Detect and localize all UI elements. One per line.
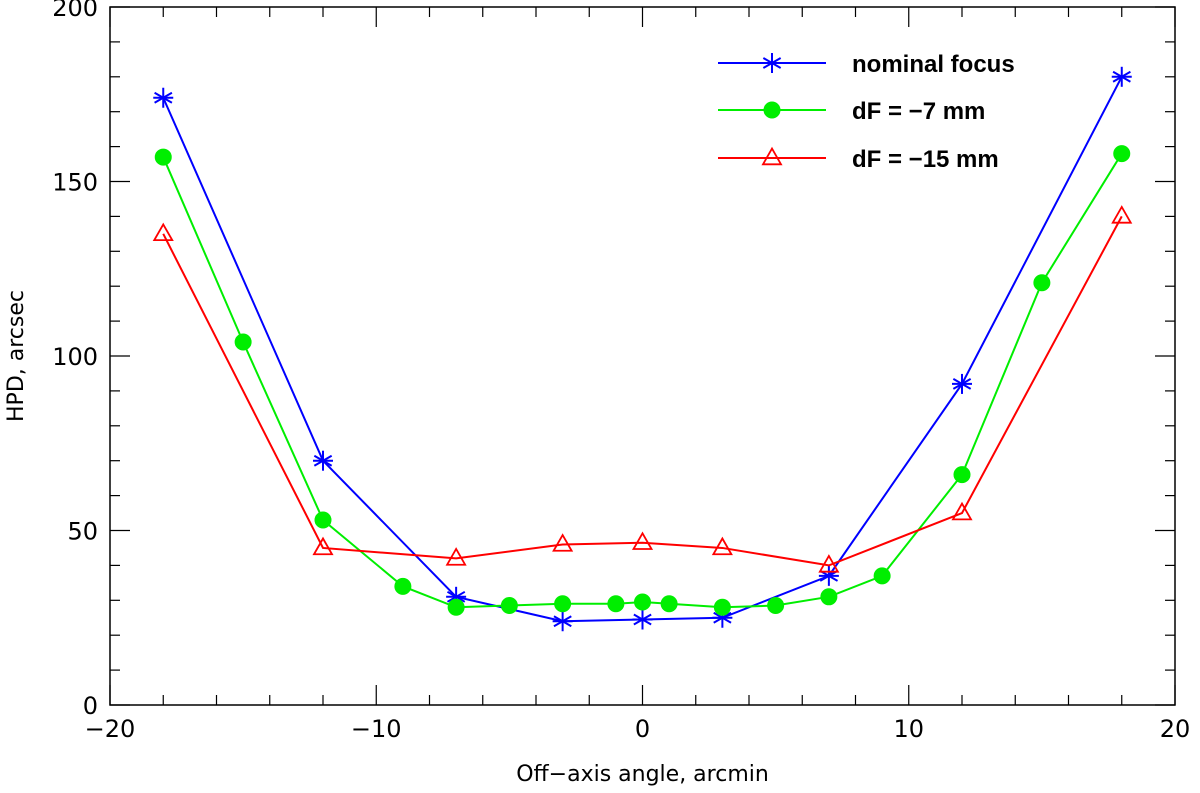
legend: nominal focus dF = −7 mm dF = −15 mm — [718, 51, 1015, 173]
data-point-0-0 — [153, 87, 174, 108]
data-point-2-1 — [312, 536, 334, 556]
data-point-2-5 — [711, 536, 733, 556]
data-point-0-7 — [952, 373, 972, 394]
data-point-1-13 — [873, 567, 891, 585]
data-point-2-3 — [552, 533, 574, 552]
plot-frame — [109, 6, 1176, 706]
data-point-1-3 — [394, 577, 412, 595]
data-point-2-4 — [631, 531, 654, 550]
data-point-0-5 — [712, 607, 733, 628]
legend-marker-0 — [762, 53, 782, 73]
series-layer — [152, 66, 1133, 632]
series-line-1 — [162, 153, 1123, 609]
x-tick-label: 10 — [893, 715, 924, 743]
legend-entry-2: dF = −15 mm — [718, 146, 999, 173]
data-point-2-2 — [445, 547, 467, 566]
legend-label-2: dF = −15 mm — [852, 146, 999, 173]
y-tick-label: 200 — [52, 0, 98, 22]
data-point-1-10 — [713, 598, 731, 616]
data-point-1-9 — [660, 595, 678, 613]
y-tick-label: 100 — [52, 343, 98, 371]
y-tick-label: 50 — [67, 518, 98, 546]
data-point-1-2 — [314, 511, 332, 529]
x-tick-label: 20 — [1160, 715, 1191, 743]
series-2 — [152, 205, 1133, 573]
y-tick-label: 0 — [83, 692, 98, 720]
x-tick-label: −20 — [85, 715, 136, 743]
data-point-1-7 — [607, 595, 625, 613]
data-point-1-6 — [554, 595, 572, 613]
data-point-1-8 — [634, 593, 651, 611]
data-point-2-6 — [818, 554, 840, 573]
data-point-0-2 — [446, 586, 467, 607]
series-0 — [153, 66, 1132, 632]
data-point-0-4 — [632, 609, 653, 630]
legend-entry-1: dF = −7 mm — [718, 98, 985, 125]
data-point-1-11 — [767, 597, 785, 615]
data-point-1-4 — [447, 598, 465, 616]
legend-marker-2 — [761, 146, 783, 166]
series-line-2 — [162, 215, 1123, 567]
x-tick-label: 0 — [635, 715, 650, 743]
data-point-1-5 — [500, 597, 518, 615]
legend-entry-0: nominal focus — [718, 51, 1015, 78]
data-point-0-1 — [313, 450, 333, 471]
legend-marker-1 — [763, 101, 781, 119]
data-point-1-15 — [1033, 274, 1051, 292]
y-axis-title: HPD, arcsec — [4, 290, 29, 422]
series-1 — [154, 145, 1131, 616]
data-point-1-1 — [234, 333, 252, 351]
data-point-0-3 — [552, 611, 573, 632]
x-axis-title: Off−axis angle, arcmin — [516, 762, 769, 787]
data-point-2-7 — [951, 501, 973, 521]
data-point-1-0 — [154, 148, 172, 166]
minor-ticks — [110, 7, 1175, 705]
legend-label-1: dF = −7 mm — [852, 98, 985, 125]
data-point-2-0 — [152, 222, 174, 242]
x-tick-label: −10 — [351, 715, 402, 743]
y-tick-label: 150 — [52, 169, 98, 197]
legend-label-0: nominal focus — [852, 51, 1015, 78]
data-point-2-8 — [1111, 205, 1133, 224]
data-point-1-16 — [1113, 145, 1131, 163]
data-point-1-12 — [820, 588, 838, 606]
data-point-1-14 — [953, 466, 971, 484]
data-point-0-8 — [1111, 66, 1132, 87]
